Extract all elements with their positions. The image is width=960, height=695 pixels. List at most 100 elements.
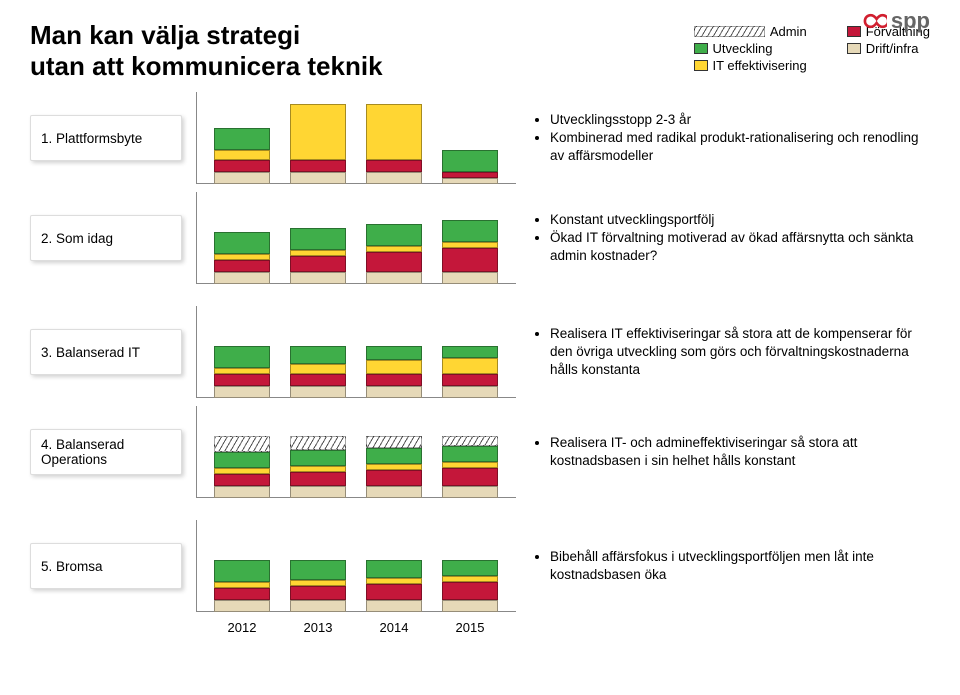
title-line-1: Man kan välja strategi [30,20,383,51]
strategy-label: 5. Bromsa [30,543,182,589]
legend-iteff: IT effektivisering [694,58,807,73]
bar-segment-drift [366,386,422,398]
bar-segment-drift [442,386,498,398]
bar-segment-drift [290,486,346,498]
bar [214,128,270,184]
bar-segment-forvaltning [442,468,498,486]
bar-segment-iteff [290,364,346,374]
bar-segment-drift [290,172,346,184]
legend-label: Utveckling [713,41,773,56]
bar-segment-utveckling [442,446,498,462]
bar-segment-forvaltning [442,248,498,272]
bar-segment-forvaltning [366,470,422,486]
legend-drift: Drift/infra [847,41,930,56]
bar-segment-drift [214,600,270,612]
bar-segment-drift [366,172,422,184]
bar-segment-forvaltning [442,582,498,600]
bar-segment-drift [290,600,346,612]
x-axis-year: 2013 [304,620,333,635]
x-axis-labels: 2012 2013 2014 2015 [196,620,516,635]
bar-segment-drift [366,486,422,498]
bar-segment-iteff [442,358,498,374]
bullet-item: Realisera IT effektiviseringar så stora … [550,325,930,380]
bar-segment-forvaltning [214,474,270,486]
bar-segment-utveckling [290,346,346,364]
rows-container: 1. Plattformsbyte Utvecklingsstopp 2-3 år… [30,92,930,612]
bar-segment-forvaltning [366,252,422,272]
bar [366,224,422,284]
bar-segment-iteff [290,104,346,160]
strategy-bullets: Bibehåll affärsfokus i utvecklingsportfö… [530,548,930,584]
strategy-label: 1. Plattformsbyte [30,115,182,161]
header: Man kan välja strategi utan att kommunic… [30,20,930,82]
bar [214,346,270,398]
bar-segment-drift [214,272,270,284]
legend-label: IT effektivisering [713,58,807,73]
bullet-item: Konstant utvecklingsportfölj [550,211,930,229]
strategy-label: 2. Som idag [30,215,182,261]
bar-segment-utveckling [214,232,270,254]
bar-segment-forvaltning [366,584,422,600]
bar [442,560,498,612]
bar-segment-forvaltning [366,374,422,386]
x-axis-year: 2012 [228,620,257,635]
legend-swatch-drift [847,43,861,54]
bar-segment-drift [442,600,498,612]
bar-segment-drift [214,386,270,398]
legend-label: Drift/infra [866,41,919,56]
strategy-bullets: Realisera IT- och admineffektiviseringar… [530,434,930,470]
bullet-item: Realisera IT- och admineffektiviseringar… [550,434,930,470]
bar-segment-forvaltning [290,586,346,600]
bar-segment-utveckling [290,560,346,580]
bar-segment-iteff [214,150,270,160]
bar-segment-utveckling [442,220,498,242]
strategy-label: 4. Balanserad Operations [30,429,182,475]
bar [290,104,346,184]
bar-segment-forvaltning [290,472,346,486]
bar-segment-iteff [366,360,422,374]
bar-segment-admin [214,436,270,452]
bar [442,220,498,284]
bar-segment-admin [366,436,422,448]
bar-segment-drift [442,486,498,498]
legend-swatch-utveckling [694,43,708,54]
bullet-item: Bibehåll affärsfokus i utvecklingsportfö… [550,548,930,584]
bar-segment-drift [442,272,498,284]
x-axis-year: 2014 [380,620,409,635]
stacked-bar-chart [196,192,516,284]
bar-segment-admin [290,436,346,450]
legend-label: Admin [770,24,807,39]
bar [442,436,498,498]
bar [442,346,498,398]
strategy-row: 3. Balanserad ITRealisera IT effektivise… [30,306,930,398]
bar [290,560,346,612]
bar-segment-utveckling [214,560,270,582]
bar-segment-utveckling [214,346,270,368]
bullet-item: Utvecklingsstopp 2-3 år [550,111,930,129]
bar-segment-forvaltning [290,160,346,172]
bar-segment-drift [290,272,346,284]
bar [442,150,498,184]
bar-segment-drift [442,178,498,184]
bar-segment-drift [290,386,346,398]
bar-segment-utveckling [366,560,422,578]
legend-swatch-admin [694,26,765,37]
x-axis-year: 2015 [456,620,485,635]
bar-segment-utveckling [366,346,422,360]
stacked-bar-chart [196,406,516,498]
bar-segment-utveckling [290,450,346,466]
strategy-row: 4. Balanserad Operations Realisera IT- oc… [30,406,930,498]
bar [214,232,270,284]
stacked-bar-chart [196,520,516,612]
bar-segment-utveckling [442,150,498,172]
bar-segment-forvaltning [366,160,422,172]
bar-segment-forvaltning [214,374,270,386]
bullet-item: Ökad IT förvaltning motiverad av ökad af… [550,229,930,265]
page-title: Man kan välja strategi utan att kommunic… [30,20,383,82]
bar-segment-forvaltning [442,374,498,386]
bar-segment-utveckling [366,448,422,464]
logo-icon [861,12,887,30]
stacked-bar-chart [196,92,516,184]
logo: spp [861,8,930,34]
bar-segment-forvaltning [290,256,346,272]
